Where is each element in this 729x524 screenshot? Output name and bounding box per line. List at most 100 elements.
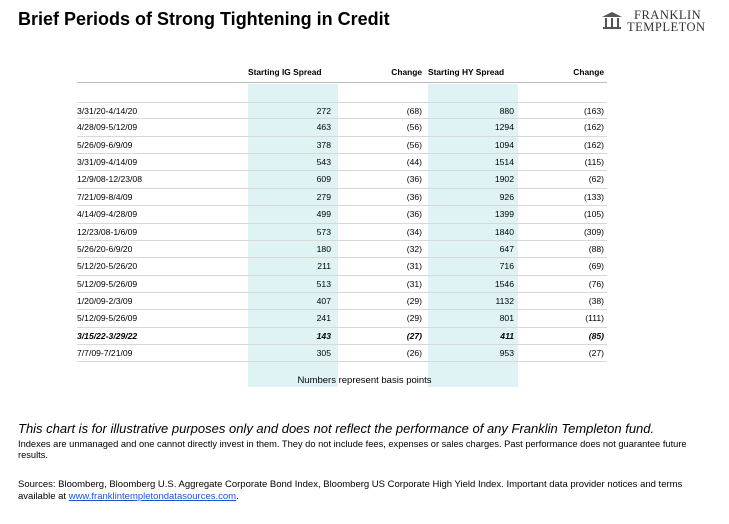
table-cell: (36): [406, 191, 422, 202]
table-cell: (38): [588, 295, 604, 306]
table-cell: (36): [406, 174, 422, 185]
table-cell: (69): [588, 261, 604, 272]
table-cell: 1094: [494, 139, 514, 150]
table-cell: 241: [316, 313, 331, 324]
table-cell: 7/21/09-8/4/09: [77, 191, 133, 202]
table-cell: 5/12/09-5/26/09: [77, 278, 138, 289]
table-cell: 513: [316, 278, 331, 289]
table-cell: 1/20/09-2/3/09: [77, 295, 133, 306]
title: Brief Periods of Strong Tightening in Cr…: [18, 9, 390, 29]
logo-line: FRANKLIN: [634, 8, 702, 22]
table-row: 1/20/09-2/3/09 407 (29) 1132 (38): [77, 293, 607, 311]
table-cell: (68): [406, 106, 422, 116]
table-row: 3/31/09-4/14/09 543 (44) 1514 (115): [77, 154, 607, 172]
table-cell: 143: [316, 330, 331, 341]
table-cell: 647: [499, 243, 514, 254]
header-rule: [77, 62, 607, 83]
sources-end: .: [236, 491, 239, 502]
table-cell: 926: [499, 191, 514, 202]
table-cell: 4/28/09-5/12/09: [77, 122, 138, 133]
logo-line: TEMPLETON: [627, 20, 706, 34]
table-row: 5/12/09-5/26/09 513 (31) 1546 (76): [77, 276, 607, 293]
table-cell: 279: [316, 191, 331, 202]
table-row: 5/26/09-6/9/09 378 (56) 1094 (162): [77, 137, 607, 155]
table-cell: (31): [406, 278, 422, 289]
table-cell: (56): [406, 122, 422, 133]
logo: FRANKLIN TEMPLETON: [601, 9, 706, 33]
table-cell: (163): [583, 106, 604, 116]
table-cell: 5/26/09-6/9/09: [77, 139, 133, 150]
table-cell: (31): [406, 261, 422, 272]
table-cell: 1902: [494, 174, 514, 185]
table-row: 12/23/08-1/6/09 573 (34) 1840 (309): [77, 224, 607, 241]
table-cell: 953: [499, 348, 514, 359]
index-note: Indexes are unmanaged and one cannot dir…: [18, 439, 687, 460]
column-header: Change: [573, 67, 604, 77]
table-cell: (27): [588, 348, 604, 359]
table-cell: 180: [316, 243, 331, 254]
column-header: Starting IG Spread: [248, 67, 322, 77]
table-row: 7/7/09-7/21/09 305 (26) 953 (27): [77, 345, 607, 363]
table-cell: 1399: [494, 209, 514, 220]
table-cell: 1546: [494, 278, 514, 289]
table-cell: 211: [317, 261, 331, 272]
logo-icon: [602, 12, 622, 29]
table-row: 3/31/20-4/14/20 272 (68) 880 (163): [77, 102, 607, 120]
table-cell: 463: [316, 122, 331, 133]
table-cell: 499: [316, 209, 331, 220]
table-cell: 5/26/20-6/9/20: [77, 243, 133, 254]
table-cell: (88): [588, 243, 604, 254]
sources: Sources: Bloomberg, Bloomberg U.S. Aggre…: [18, 479, 718, 503]
table-cell: (34): [406, 226, 422, 237]
table-cell: 305: [316, 348, 331, 359]
sources-text: Sources: Bloomberg, Bloomberg U.S. Aggre…: [18, 479, 683, 502]
table-cell: 1294: [494, 122, 514, 133]
table-row: 5/12/09-5/26/09 241 (29) 801 (111): [77, 310, 607, 328]
table-cell: (162): [583, 139, 604, 150]
table-cell: (36): [406, 209, 422, 220]
table-cell: 716: [499, 261, 514, 272]
table-cell: (115): [584, 157, 604, 168]
table-cell: (133): [583, 191, 604, 202]
table-cell: (111): [585, 313, 604, 324]
table-cell: 880: [499, 106, 514, 116]
table-cell: 5/12/20-5/26/20: [77, 261, 138, 272]
table-cell: 12/9/08-12/23/08: [77, 174, 142, 185]
table-cell: (76): [588, 278, 604, 289]
table-note: Numbers represent basis points: [297, 375, 432, 386]
column-shade: [428, 84, 518, 387]
table-cell: (29): [406, 295, 422, 306]
table-cell: 4/14/09-4/28/09: [77, 209, 138, 220]
table-cell: 12/23/08-1/6/09: [77, 226, 138, 237]
table-cell: (162): [583, 122, 604, 133]
table-row: 5/12/20-5/26/20 211 (31) 716 (69): [77, 258, 607, 276]
table-cell: (62): [588, 174, 604, 185]
table-row: 4/28/09-5/12/09 463 (56) 1294 (162): [77, 119, 607, 137]
table-cell: 7/7/09-7/21/09: [77, 348, 133, 359]
link[interactable]: www.franklintempletondatasources.com: [68, 491, 237, 502]
table-cell: 411: [500, 330, 514, 341]
table-cell: 5/12/09-5/26/09: [77, 313, 138, 324]
table-row: 4/14/09-4/28/09 499 (36) 1399 (105): [77, 206, 607, 224]
column-shade: [248, 84, 338, 387]
table-cell: 609: [316, 174, 331, 185]
table-cell: (26): [406, 348, 422, 359]
table-cell: 1514: [494, 157, 514, 168]
table-cell: 407: [316, 295, 331, 306]
column-header: Change: [391, 67, 422, 77]
table-cell: 573: [316, 226, 331, 237]
disclaimer: This chart is for illustrative purposes …: [18, 421, 655, 436]
table-cell: (56): [406, 139, 422, 150]
table-cell: (44): [406, 157, 422, 168]
column-header: Starting HY Spread: [428, 67, 505, 77]
table-cell: 801: [499, 313, 514, 324]
table-cell: 3/31/20-4/14/20: [77, 106, 138, 116]
table-cell: (309): [583, 226, 604, 237]
table-cell: 543: [316, 157, 331, 168]
table-cell: 378: [316, 139, 331, 150]
table-row: 7/21/09-8/4/09 279 (36) 926 (133): [77, 189, 607, 207]
table-cell: 1840: [494, 226, 514, 237]
table-cell: (105): [583, 209, 604, 220]
table-cell: 3/31/09-4/14/09: [77, 157, 138, 168]
